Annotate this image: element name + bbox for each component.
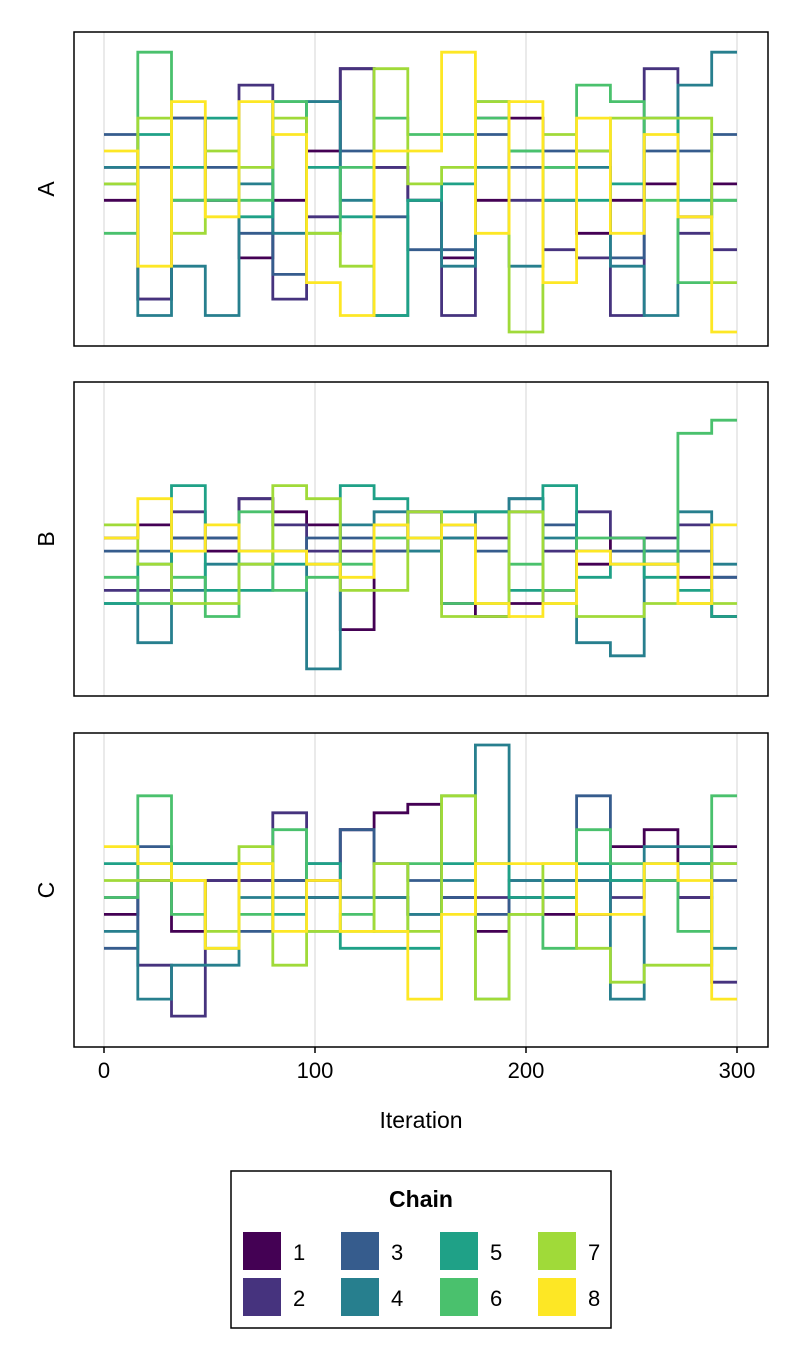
x-axis: 0 100 200 300 Iteration <box>98 1047 755 1133</box>
y-axis-label: C <box>33 882 59 899</box>
series-line-chain-4 <box>104 497 737 671</box>
x-axis-label: Iteration <box>379 1107 462 1133</box>
legend-label-chain-4: 4 <box>391 1286 403 1311</box>
legend-swatch-chain-5 <box>440 1232 478 1270</box>
y-axis-label: B <box>33 531 59 546</box>
series-line-chain-7 <box>104 484 737 618</box>
x-tick-label: 300 <box>719 1058 756 1083</box>
y-axis-label: A <box>33 181 59 197</box>
panel-frame <box>73 732 769 1048</box>
x-tick-label: 200 <box>508 1058 545 1083</box>
legend: Chain 1 2 3 4 5 6 7 8 <box>230 1170 612 1329</box>
panel-b: B <box>33 381 769 697</box>
series-line-chain-3 <box>104 794 737 950</box>
series-line-chain-5 <box>104 862 737 950</box>
series-line-chain-6 <box>104 418 737 618</box>
x-tick-label: 0 <box>98 1058 110 1083</box>
series-line-chain-8 <box>104 497 737 618</box>
legend-swatch-chain-8 <box>538 1278 576 1316</box>
x-tick-label: 100 <box>297 1058 334 1083</box>
panel-c: C <box>33 732 769 1048</box>
legend-label-chain-6: 6 <box>490 1286 502 1311</box>
legend-label-chain-3: 3 <box>391 1240 403 1265</box>
legend-swatch-chain-4 <box>341 1278 379 1316</box>
legend-swatch-chain-3 <box>341 1232 379 1270</box>
legend-title: Chain <box>389 1186 453 1212</box>
series-line-chain-4 <box>104 743 737 1001</box>
panel-frame <box>73 31 769 347</box>
series-line-chain-2 <box>104 67 737 317</box>
panels-layer: A B C <box>33 31 769 1048</box>
legend-swatch-chain-2 <box>243 1278 281 1316</box>
legend-label-chain-2: 2 <box>293 1286 305 1311</box>
legend-label-chain-8: 8 <box>588 1286 600 1311</box>
series-line-chain-1 <box>104 802 737 933</box>
series-line-chain-3 <box>104 100 737 276</box>
legend-swatch-chain-6 <box>440 1278 478 1316</box>
legend-label-chain-1: 1 <box>293 1240 305 1265</box>
panel-frame <box>73 381 769 697</box>
legend-label-chain-5: 5 <box>490 1240 502 1265</box>
series-line-chain-8 <box>104 50 737 334</box>
legend-label-chain-7: 7 <box>588 1240 600 1265</box>
panel-a: A <box>33 31 769 347</box>
legend-swatch-chain-7 <box>538 1232 576 1270</box>
series-line-chain-8 <box>104 845 737 1001</box>
legend-swatch-chain-1 <box>243 1232 281 1270</box>
